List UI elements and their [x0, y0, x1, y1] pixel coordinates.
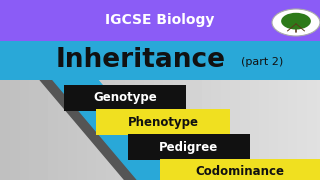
Circle shape — [281, 13, 311, 30]
Circle shape — [272, 9, 320, 36]
FancyBboxPatch shape — [0, 0, 320, 40]
Text: Codominance: Codominance — [196, 165, 284, 178]
Polygon shape — [13, 32, 182, 180]
Text: Inheritance: Inheritance — [56, 47, 226, 73]
Text: Pedigree: Pedigree — [159, 141, 219, 154]
FancyBboxPatch shape — [0, 41, 320, 80]
Polygon shape — [0, 32, 144, 180]
FancyBboxPatch shape — [64, 85, 186, 111]
FancyBboxPatch shape — [96, 109, 230, 135]
Text: (part 2): (part 2) — [241, 57, 284, 67]
Text: Genotype: Genotype — [93, 91, 157, 104]
Text: IGCSE Biology: IGCSE Biology — [105, 13, 215, 27]
Text: Phenotype: Phenotype — [128, 116, 199, 129]
FancyBboxPatch shape — [160, 159, 320, 180]
FancyBboxPatch shape — [128, 134, 250, 160]
